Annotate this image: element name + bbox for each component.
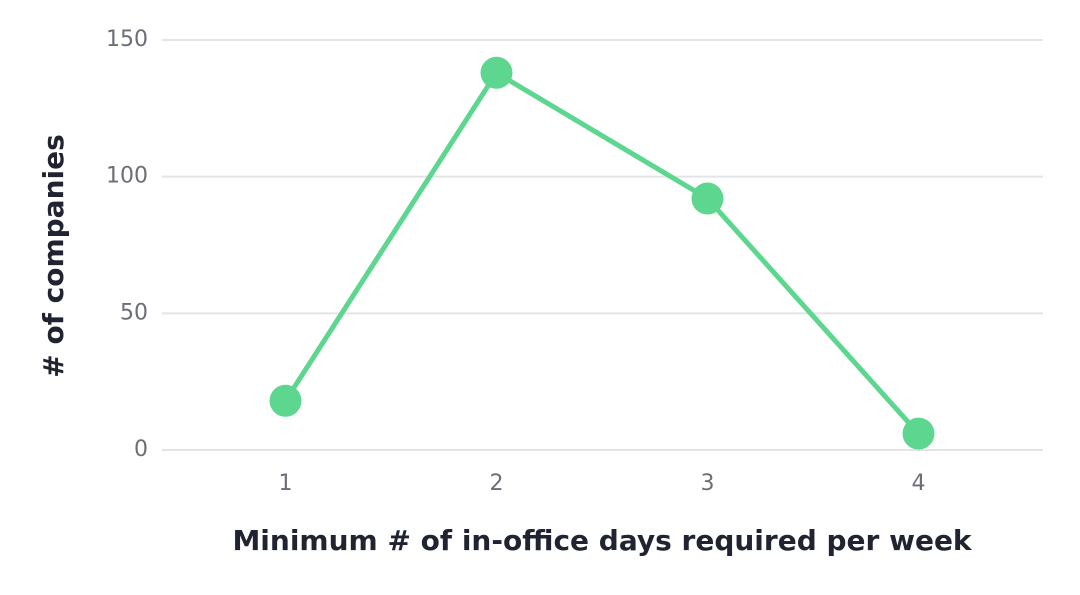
data-point — [269, 384, 302, 417]
data-point — [480, 56, 513, 89]
x-tick-label: 4 — [912, 471, 926, 496]
y-tick-label: 0 — [134, 437, 148, 462]
x-tick-label: 3 — [701, 471, 715, 496]
y-axis-title: # of companies — [37, 134, 70, 378]
y-tick-label: 150 — [106, 27, 148, 52]
x-axis-title: Minimum # of in-office days required per… — [232, 524, 972, 557]
y-tick-label: 50 — [120, 300, 148, 325]
data-point — [691, 182, 724, 215]
x-tick-label: 1 — [279, 471, 293, 496]
series-line — [283, 70, 921, 436]
x-tick-label: 2 — [490, 471, 504, 496]
y-tick-label: 100 — [106, 164, 148, 189]
data-point — [902, 417, 935, 450]
